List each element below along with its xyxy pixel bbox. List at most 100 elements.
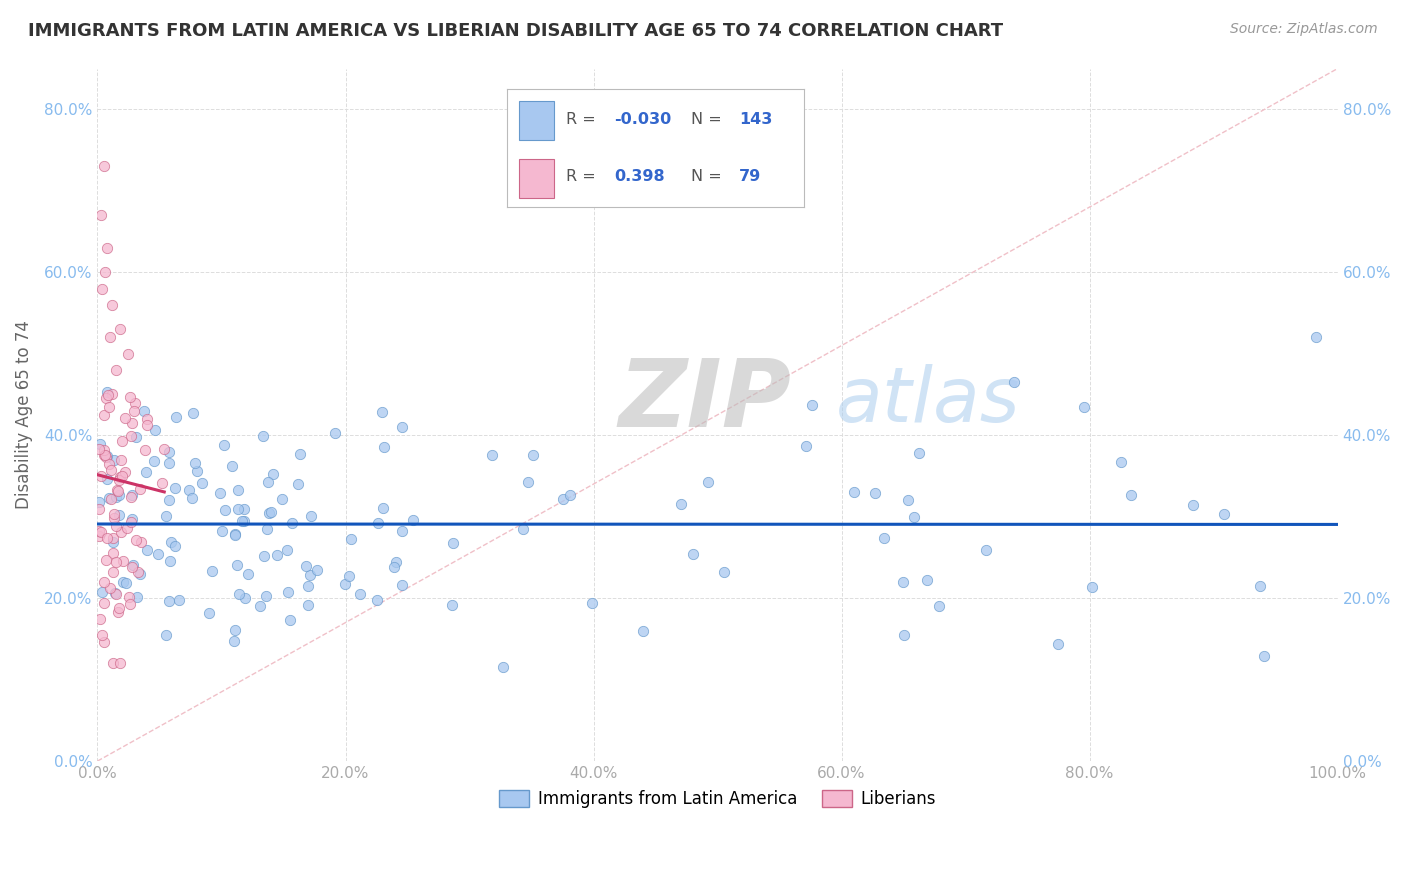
Point: [297, 578, 319, 592]
Point: [697, 475, 720, 489]
Point: [441, 536, 464, 550]
Point: [121, 488, 143, 502]
Point: [136, 412, 159, 426]
Point: [142, 454, 165, 468]
Point: [295, 558, 318, 573]
Point: [1073, 400, 1095, 414]
Point: [121, 512, 143, 526]
Point: [287, 477, 309, 491]
Point: [115, 521, 138, 535]
Point: [108, 470, 131, 484]
Point: [104, 586, 127, 600]
Point: [903, 509, 925, 524]
Point: [125, 533, 148, 547]
Point: [134, 442, 156, 457]
Point: [235, 591, 257, 605]
Point: [281, 516, 304, 531]
Point: [252, 429, 274, 443]
Point: [101, 531, 124, 545]
Text: Source: ZipAtlas.com: Source: ZipAtlas.com: [1230, 22, 1378, 37]
Point: [252, 549, 274, 563]
Point: [127, 565, 149, 579]
Point: [101, 298, 124, 312]
Point: [224, 527, 246, 541]
Point: [278, 613, 301, 627]
Point: [108, 601, 131, 615]
Point: [120, 516, 142, 530]
Point: [93, 159, 115, 173]
Point: [96, 472, 118, 486]
Point: [90, 525, 112, 540]
Point: [271, 491, 294, 506]
Point: [842, 485, 865, 500]
Point: [111, 554, 134, 568]
Point: [94, 265, 117, 279]
Point: [87, 529, 110, 543]
Point: [104, 587, 127, 601]
Point: [371, 405, 394, 419]
Point: [157, 445, 180, 459]
Point: [224, 526, 246, 541]
Point: [108, 508, 131, 522]
Point: [157, 594, 180, 608]
Point: [800, 398, 823, 412]
Point: [117, 590, 139, 604]
Point: [1305, 330, 1327, 344]
Point: [165, 410, 187, 425]
Point: [1253, 649, 1275, 664]
Point: [98, 400, 121, 414]
Point: [669, 496, 692, 510]
Point: [190, 476, 212, 491]
Point: [1181, 498, 1204, 512]
Point: [157, 493, 180, 508]
Point: [221, 459, 243, 474]
Point: [155, 627, 177, 641]
Point: [337, 569, 360, 583]
Point: [184, 456, 207, 470]
Point: [96, 531, 118, 545]
Point: [231, 514, 253, 528]
Point: [165, 481, 187, 495]
Point: [108, 657, 131, 671]
Point: [91, 585, 114, 599]
Point: [110, 468, 132, 483]
Point: [101, 387, 124, 401]
Point: [94, 450, 117, 465]
Point: [208, 486, 231, 500]
Point: [492, 659, 515, 673]
Point: [100, 463, 122, 477]
Point: [108, 473, 131, 487]
Point: [228, 587, 250, 601]
Point: [135, 542, 157, 557]
Point: [340, 532, 363, 546]
Point: [1081, 580, 1104, 594]
Point: [111, 434, 134, 448]
Point: [180, 491, 202, 506]
Point: [197, 607, 219, 621]
Point: [89, 442, 111, 457]
Point: [117, 347, 139, 361]
Point: [110, 524, 132, 539]
Point: [124, 395, 146, 409]
Point: [105, 363, 128, 377]
Point: [104, 555, 127, 569]
Point: [1111, 455, 1133, 469]
Point: [143, 423, 166, 437]
Point: [1119, 488, 1142, 502]
Point: [98, 491, 121, 505]
Point: [893, 628, 915, 642]
Point: [97, 457, 120, 471]
Point: [101, 535, 124, 549]
Point: [93, 575, 115, 590]
Point: [391, 578, 413, 592]
Point: [551, 491, 574, 506]
Point: [87, 502, 110, 516]
Point: [90, 469, 112, 483]
Point: [108, 488, 131, 502]
Point: [254, 589, 277, 603]
Point: [103, 511, 125, 525]
Point: [863, 485, 886, 500]
Point: [232, 502, 254, 516]
Point: [89, 612, 111, 626]
Point: [159, 554, 181, 568]
